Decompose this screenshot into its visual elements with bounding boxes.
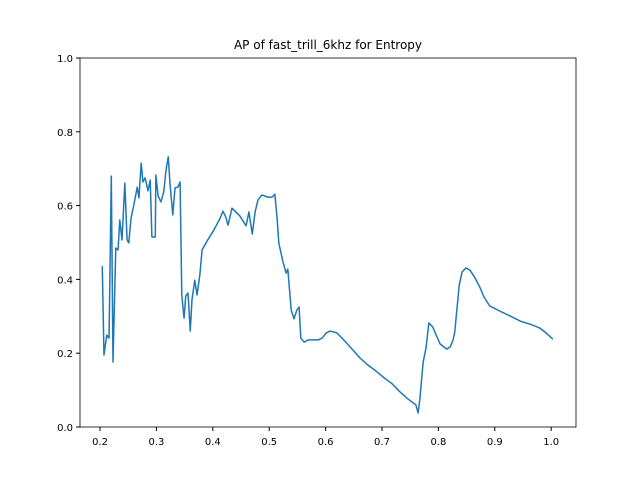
x-tick-label: 0.2 — [92, 437, 108, 448]
y-tick-label: 0.6 — [57, 202, 73, 213]
x-tick-label: 0.6 — [318, 437, 334, 448]
chart-title: AP of fast_trill_6khz for Entropy — [234, 38, 422, 52]
x-tick-label: 0.4 — [205, 437, 221, 448]
x-tick-label: 0.7 — [374, 437, 390, 448]
x-tick-label: 0.8 — [430, 437, 446, 448]
y-tick-label: 0.8 — [57, 128, 73, 139]
y-tick-label: 0.0 — [57, 423, 73, 434]
x-tick-label: 0.5 — [261, 437, 277, 448]
x-tick-label: 0.9 — [487, 437, 503, 448]
y-tick-label: 1.0 — [57, 54, 73, 65]
x-tick-label: 1.0 — [543, 437, 559, 448]
plot-frame — [79, 57, 577, 428]
y-tick-label: 0.2 — [57, 349, 73, 360]
data-line — [101, 156, 554, 414]
y-tick-label: 0.4 — [57, 275, 73, 286]
x-tick-label: 0.3 — [148, 437, 164, 448]
